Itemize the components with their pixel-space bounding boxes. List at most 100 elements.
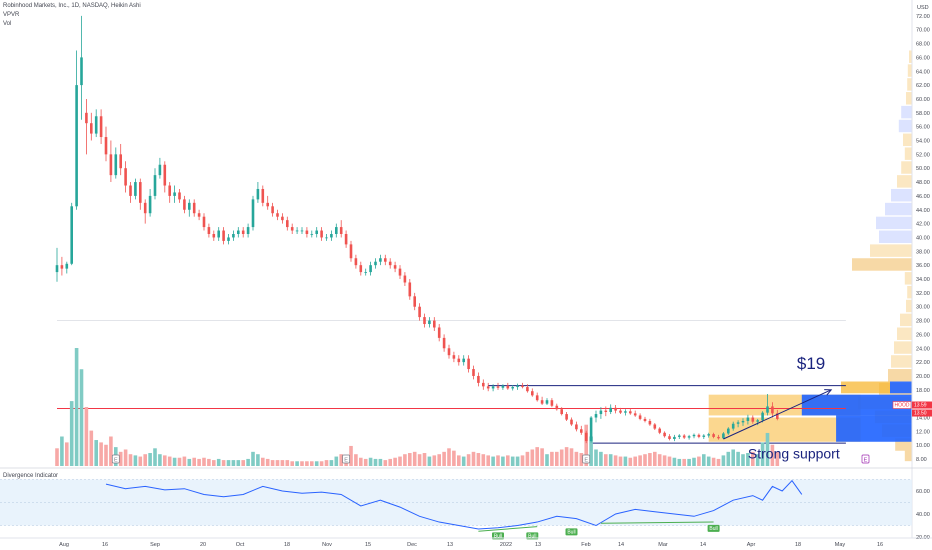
candle-body (290, 227, 294, 231)
volume-bar (765, 432, 770, 466)
annotation-text: Strong support (748, 445, 840, 461)
volume-bar (261, 457, 265, 466)
price-tick-label: 48.00 (916, 180, 930, 186)
candle-body (163, 164, 167, 186)
volume-bar (628, 457, 633, 466)
volume-bar (275, 460, 280, 466)
time-tick-label: 13 (535, 542, 541, 548)
volume-bar (589, 436, 593, 466)
volume-bar (128, 454, 133, 466)
price-tick-label: 72.00 (916, 14, 930, 20)
price-tick-label: 62.00 (916, 83, 930, 89)
candle-body (687, 436, 691, 438)
candle-body (658, 428, 661, 433)
candle-body (202, 216, 206, 228)
earnings-marker-label: E (864, 458, 868, 464)
candle-body (462, 358, 465, 363)
volume-bar (608, 454, 613, 466)
candle-body (736, 422, 740, 424)
volume-bar (726, 451, 731, 466)
candle-body (295, 230, 299, 232)
candle-body (428, 320, 431, 325)
volume-bar (613, 455, 618, 466)
candle-body (629, 411, 632, 414)
volume-bar (486, 455, 490, 466)
price-tick-label: 28.00 (916, 319, 930, 325)
volume-profile-row (885, 202, 912, 216)
volume-legend[interactable]: Vol (3, 21, 12, 27)
candle-body (761, 412, 764, 421)
volume-bar (496, 455, 500, 466)
volume-profile-row (901, 161, 912, 174)
zone-box (836, 415, 912, 442)
volume-bar (457, 455, 461, 466)
candle-body (158, 164, 162, 176)
symbol-info[interactable]: Robinhood Markets, Inc., 1D, NASDAQ, Hei… (3, 3, 141, 9)
volume-profile-row (904, 147, 912, 160)
volume-bar (432, 455, 437, 466)
candle-body (712, 434, 715, 437)
candle-body (653, 424, 657, 429)
price-axis[interactable]: USD 8.0010.0012.0014.0016.0018.0020.0022… (911, 0, 930, 538)
time-tick-label: 2022 (500, 542, 512, 548)
candle-body (364, 272, 367, 273)
candle-body (261, 188, 265, 203)
candle-body (241, 230, 245, 234)
volume-bar (221, 460, 226, 466)
candle-body (237, 230, 240, 234)
volume-bar (447, 448, 451, 466)
candle-body (624, 411, 627, 413)
volume-bar (383, 460, 388, 466)
divergence-line (600, 521, 714, 524)
divergence-line (478, 526, 538, 532)
price-tick-label: 64.00 (916, 69, 930, 75)
earnings-marker-label: E (114, 458, 118, 464)
candle-body (305, 230, 309, 234)
time-axis[interactable]: Aug 16 Sep 20 Oct 18 Nov 15 Dec 13 2022 13 Feb 14 Mar 1… (0, 537, 932, 548)
volume-bar (476, 453, 481, 466)
volume-bar (265, 458, 270, 466)
candle-body (222, 230, 225, 241)
candle-body (486, 386, 490, 389)
volume-bar (692, 457, 696, 466)
indicator-tick-label: 60.00 (916, 489, 930, 495)
price-tick-label: 68.00 (916, 42, 930, 48)
price-tick-label: 44.00 (916, 208, 930, 214)
time-tick-label: Feb (581, 542, 590, 548)
volume-bar (329, 460, 334, 466)
volume-profile-row (904, 272, 912, 285)
symbol-tag-label: HOOD (895, 403, 910, 409)
volume-bar (760, 442, 765, 466)
price-tick-label: 50.00 (916, 166, 930, 172)
price-tick-label: 46.00 (916, 194, 930, 200)
candle-body (183, 199, 186, 210)
volume-profile-row (897, 175, 912, 188)
time-tick-label: 20 (200, 542, 206, 548)
candle-body (457, 358, 461, 363)
candle-body (663, 432, 666, 437)
time-tick-label: 18 (284, 542, 290, 548)
volume-profile-row (897, 327, 912, 340)
volume-bar (398, 456, 402, 466)
indicator-legend[interactable]: Divergence Indicator (3, 473, 59, 479)
volume-bar (515, 456, 520, 466)
bull-label: Bull (494, 533, 502, 539)
volume-bar (594, 449, 598, 466)
candle-body (65, 263, 69, 269)
vpvr-legend[interactable]: VPVR (3, 12, 20, 18)
candle-body (722, 433, 725, 439)
time-tick-label: 16 (102, 542, 108, 548)
price-tag-value: 13.59 (914, 403, 927, 409)
candle-body (619, 410, 622, 413)
candle-body (251, 199, 255, 228)
candle-body (741, 420, 745, 423)
volume-bar (55, 448, 59, 466)
candle-body (339, 227, 343, 234)
candle-body (114, 154, 118, 176)
price-tag-value: 13.50 (914, 411, 927, 417)
candle-body (139, 182, 142, 203)
candle-body (379, 258, 382, 262)
price-tick-label: 32.00 (916, 291, 930, 297)
candle-body (266, 202, 269, 207)
